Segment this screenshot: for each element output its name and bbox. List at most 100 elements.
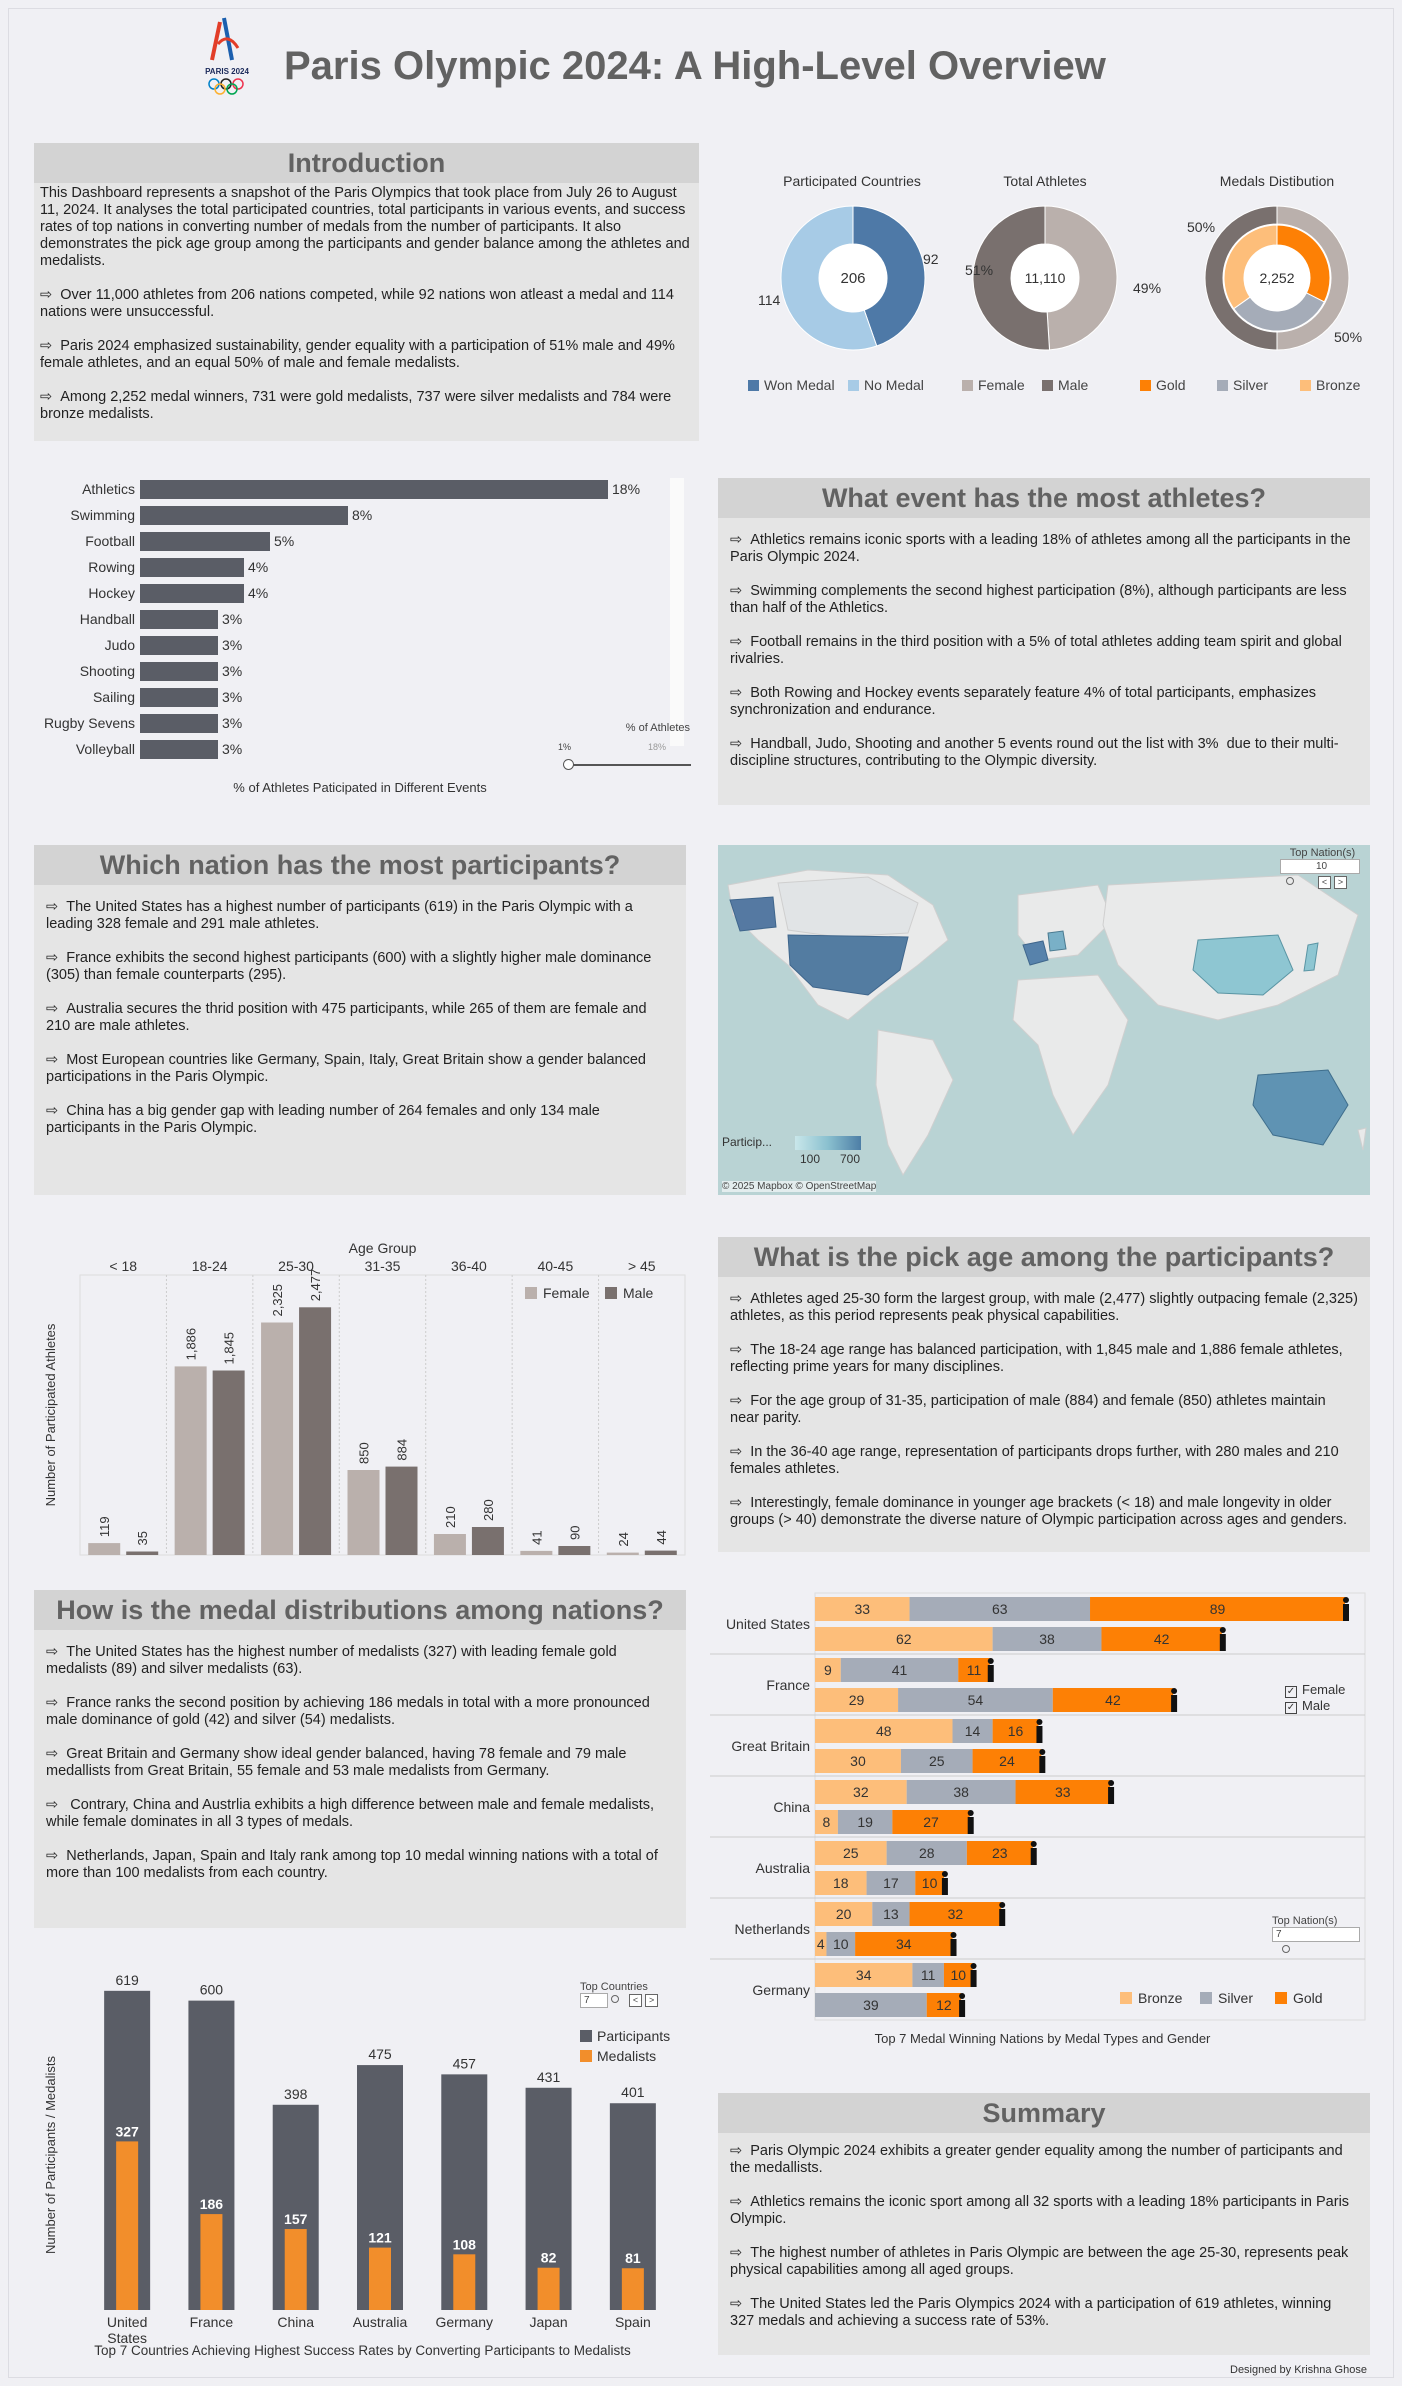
medal-count: 28 (919, 1845, 935, 1861)
participants-legend-swatch (580, 2030, 592, 2042)
athlete-icon (987, 1658, 994, 1664)
event-value: 3% (222, 663, 242, 679)
athlete-icon (970, 1963, 977, 1969)
map-color-scale (795, 1136, 861, 1150)
medal-nation-filter[interactable]: Top Nation(s) 7 (1272, 1915, 1362, 1956)
medalists-value: 157 (284, 2211, 308, 2227)
events-slider[interactable] (567, 764, 691, 766)
silver-segment (909, 1597, 1091, 1621)
male-bar (644, 1550, 677, 1555)
medalists-legend-swatch (580, 2050, 592, 2062)
age-value-label: 90 (567, 1526, 582, 1540)
countries-filter-input[interactable]: 7 (580, 1993, 608, 2008)
medals-donut[interactable] (1204, 205, 1350, 351)
australia-shape[interactable] (1252, 1069, 1349, 1146)
france-shape[interactable] (1022, 940, 1049, 966)
country-tick-label: France (190, 2314, 234, 2330)
athlete-icon (999, 1909, 1006, 1926)
country-tick-label: Spain (615, 2314, 651, 2330)
gold-segment (855, 1932, 953, 1956)
age-group-label: 40-45 (537, 1258, 573, 1274)
medal-filter-input[interactable]: 7 (1272, 1927, 1360, 1942)
silver-segment (840, 1658, 959, 1682)
event-bar (140, 714, 218, 733)
events-bar-chart: Athletics 18% Swimming 8% Football 5% Rowing 4%… (44, 480, 640, 759)
athlete-icon (941, 1871, 948, 1877)
filter-slider-handle[interactable] (1282, 1945, 1290, 1953)
germany-shape[interactable] (1047, 930, 1067, 952)
age-value-label: 884 (395, 1439, 410, 1461)
event-label: Football (85, 533, 135, 549)
athlete-icon (1343, 1604, 1349, 1621)
medalists-bar (116, 2141, 139, 2310)
medal-legend-swatch (1275, 1992, 1287, 2004)
silver-segment (866, 1871, 916, 1895)
filter-slider-handle[interactable] (1286, 877, 1294, 886)
female-filter[interactable]: ✓ Female (1285, 1682, 1346, 1698)
medal-count: 18 (833, 1875, 849, 1891)
medals-total: 2,252 (1259, 270, 1294, 286)
event-value: 18% (612, 481, 640, 497)
age-panel: What is the pick age among the participa… (718, 1237, 1370, 1552)
medal-count: 25 (843, 1845, 859, 1861)
prev-button[interactable]: < (1318, 876, 1331, 889)
medal-count: 17 (883, 1875, 899, 1891)
countries-filter[interactable]: Top Countries 7 < > (580, 1981, 659, 2008)
japan-shape[interactable] (1303, 942, 1319, 972)
athlete-icon (1171, 1695, 1178, 1712)
bronze-segment (815, 1963, 913, 1987)
legend-won-medal: Won Medal (764, 377, 835, 393)
next-button[interactable]: > (1334, 876, 1348, 889)
scrollbar[interactable] (670, 478, 684, 746)
map-filter-input[interactable]: 10 (1280, 859, 1360, 874)
male-legend-label: Male (623, 1285, 654, 1301)
intro-paragraph: Paris 2024 emphasized sustainability, ge… (40, 338, 693, 372)
svg-text:PARIS 2024: PARIS 2024 (205, 67, 249, 76)
athlete-icon (1108, 1787, 1115, 1804)
medal-count: 16 (1008, 1723, 1024, 1739)
nations-paragraph: China has a big gender gap with leading … (46, 1103, 674, 1137)
medal-paragraph: Contrary, China and Austrlia exhibits a … (46, 1797, 674, 1831)
prev-button[interactable]: < (629, 1993, 643, 2007)
age-value-label: 2,325 (270, 1284, 285, 1317)
medal-count: 63 (992, 1601, 1008, 1617)
map-nation-filter[interactable]: Top Nation(s) 10 < > (1280, 847, 1365, 889)
plot-frame (79, 1274, 686, 1556)
medal-count: 20 (836, 1906, 852, 1922)
intro-paragraph: This Dashboard represents a snapshot of … (40, 185, 694, 269)
event-value: 8% (352, 507, 372, 523)
slider-handle[interactable] (563, 759, 574, 770)
countries-donut-title: Participated Countries (783, 173, 921, 189)
world-map[interactable]: Particip... 100 700 © 2025 Mapbox © Open… (718, 845, 1370, 1195)
medal-count: 48 (876, 1723, 892, 1739)
athlete-icon (950, 1932, 957, 1938)
participants-value: 475 (368, 2046, 392, 2062)
age-value-label: 1,886 (184, 1328, 199, 1361)
events-paragraph: Football remains in the third position w… (730, 634, 1358, 668)
medalists-value: 81 (625, 2250, 641, 2266)
medal-count: 42 (1154, 1631, 1170, 1647)
athlete-icon (1039, 1749, 1046, 1755)
event-bar (140, 558, 244, 577)
filter-slider-handle[interactable] (611, 1995, 620, 2003)
bronze-swatch (1300, 380, 1311, 391)
map-legend-min: 100 (800, 1152, 821, 1166)
age-axis-title: Age Group (349, 1240, 417, 1256)
athlete-icon (959, 1993, 966, 1999)
legend-bronze: Bronze (1316, 377, 1361, 393)
won-medal-swatch (748, 380, 759, 391)
athletes-donut[interactable] (972, 205, 1118, 351)
athlete-icon (999, 1902, 1006, 1908)
next-button[interactable]: > (645, 1993, 659, 2007)
male-bar (385, 1466, 418, 1555)
silver-swatch (1217, 380, 1228, 391)
age-bar-chart: Age Group Number of Participated Athletes… (43, 1240, 686, 1556)
nations-panel: Which nation has the most participants? … (34, 845, 686, 1195)
china-shape[interactable] (1192, 934, 1294, 996)
usa-shape[interactable] (787, 934, 909, 996)
event-bar (140, 506, 348, 525)
athlete-icon (967, 1810, 974, 1816)
events-caption: % of Athletes Paticipated in Different E… (233, 780, 487, 795)
athlete-icon (959, 2000, 966, 2017)
male-filter[interactable]: ✓ Male (1285, 1698, 1331, 1714)
